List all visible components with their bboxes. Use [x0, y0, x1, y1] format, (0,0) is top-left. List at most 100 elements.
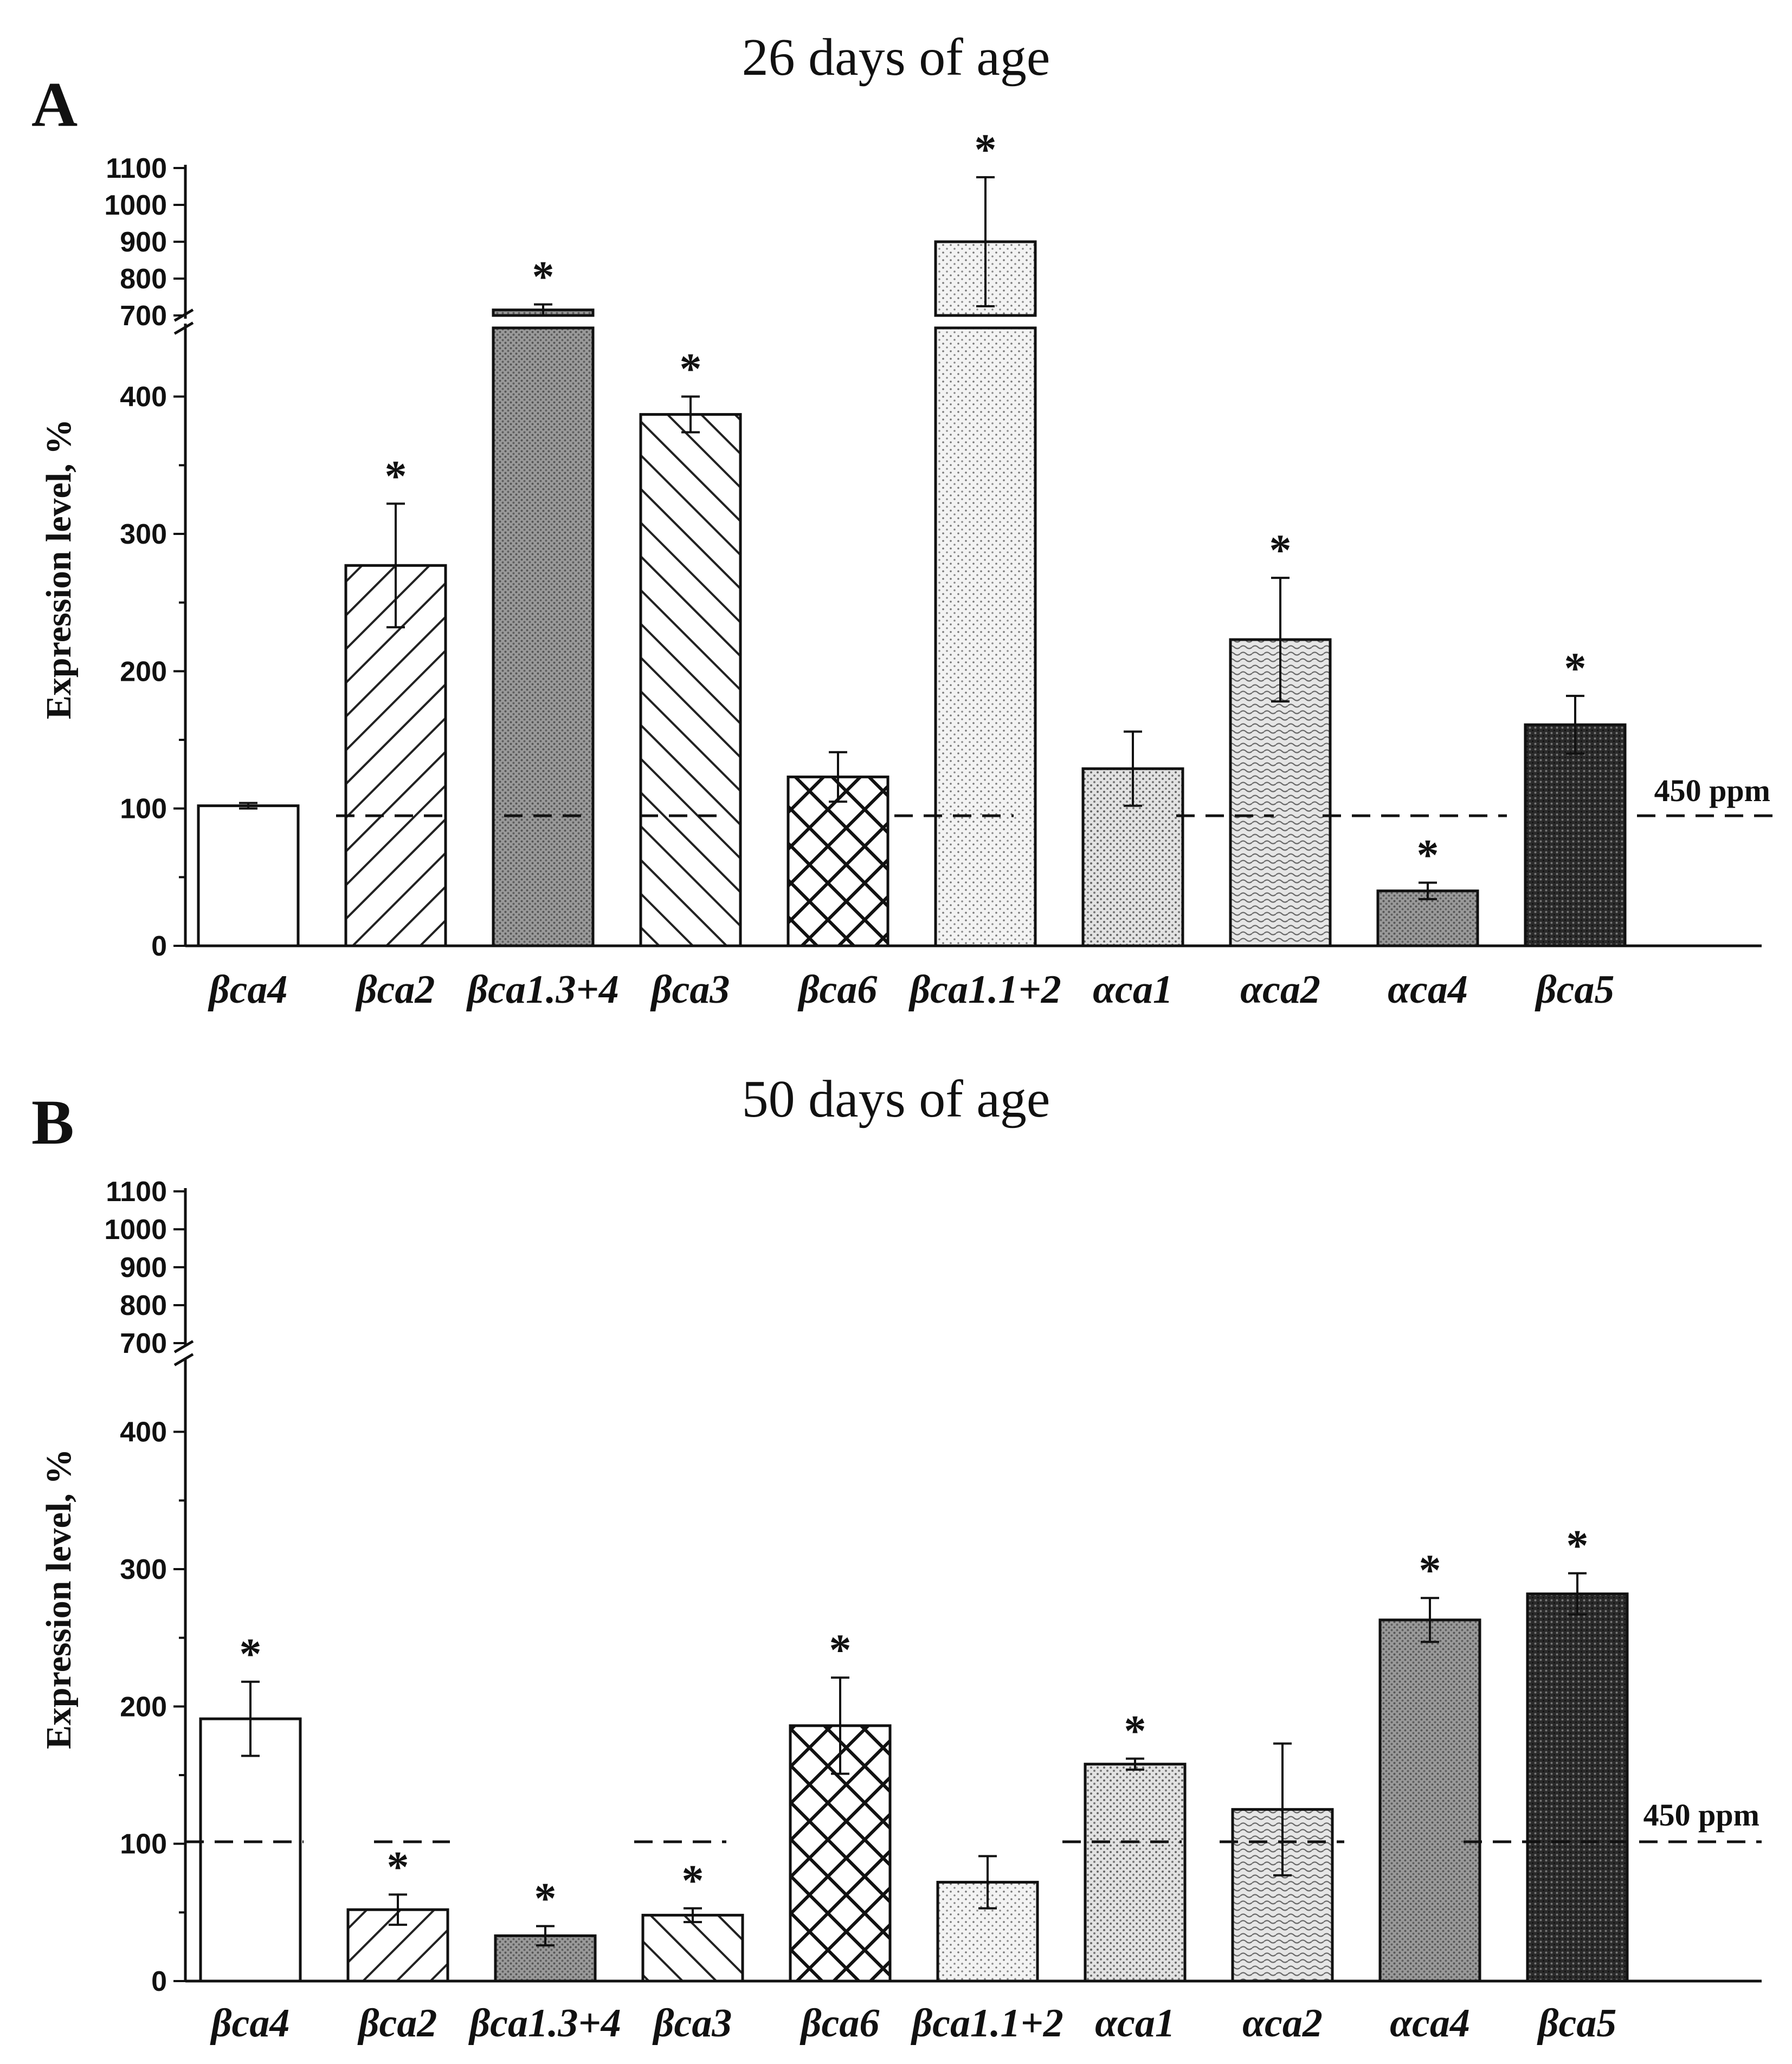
bar-group-bca5: * — [1526, 1521, 1629, 1983]
y-tick-label: 200 — [120, 1691, 167, 1723]
y-tick-label: 1000 — [104, 190, 167, 221]
x-category-label: βca6 — [797, 967, 878, 1012]
bar-group-aca2: * — [1229, 525, 1332, 947]
axes — [173, 165, 1783, 947]
y-axis-label: Expression level, % — [39, 1449, 79, 1749]
x-category-label: αca4 — [1388, 967, 1468, 1012]
bar-group-bca1-1-2: * — [934, 125, 1037, 947]
y-tick-label: 900 — [120, 1252, 167, 1283]
reference-line-label: 450 ppm — [1643, 1797, 1759, 1833]
bar-group-aca2 — [1231, 1742, 1334, 1983]
axis-break-mark — [173, 1353, 194, 1366]
axis-break-mark — [173, 1340, 194, 1353]
y-tick-label: 0 — [151, 1966, 167, 1997]
axis-break-mark — [173, 321, 194, 335]
significance-marker: * — [240, 1629, 262, 1679]
y-tick-label: 100 — [120, 1829, 167, 1860]
significance-marker: * — [1124, 1706, 1146, 1756]
x-category-label: βca4 — [208, 967, 288, 1012]
bar-group-bca4 — [197, 802, 300, 947]
y-tick-label: 300 — [120, 519, 167, 550]
x-category-label: βca3 — [652, 2001, 732, 2046]
x-category-label: βca1.1+2 — [910, 2001, 1063, 2046]
bar-bca5 — [1524, 723, 1627, 947]
panel-b: B 50 days of age Expression level, % 450… — [31, 1070, 1762, 2046]
y-tick-label: 400 — [120, 1417, 167, 1448]
x-category-label: βca2 — [357, 2001, 437, 2046]
axis-break-mark — [173, 308, 194, 322]
bar-bca4 — [199, 1717, 302, 1983]
y-tick-label: 200 — [120, 656, 167, 687]
bar-group-bca1-3-4: * — [494, 1874, 597, 1983]
panel-label: A — [31, 69, 78, 140]
x-category-label: βca1.1+2 — [908, 967, 1061, 1012]
y-tick-label: 300 — [120, 1554, 167, 1585]
bar-group-bca2: * — [346, 1842, 449, 1983]
x-category-label: βca1.3+4 — [468, 2001, 621, 2046]
reference-line-label: 450 ppm — [1654, 773, 1770, 808]
significance-marker: * — [534, 1874, 557, 1923]
bars: * * * * * * * — [197, 125, 1627, 947]
x-category-label: αca1 — [1095, 2001, 1175, 2046]
bar-group-bca4: * — [199, 1629, 302, 1983]
y-tick-label: 800 — [120, 263, 167, 295]
significance-marker: * — [1417, 830, 1439, 879]
bar-group-aca4: * — [1376, 830, 1479, 947]
significance-marker: * — [1567, 1521, 1589, 1570]
significance-marker: * — [532, 252, 555, 301]
panel-a: A 26 days of age Expression level, % 450… — [31, 28, 1783, 1012]
x-axis-categories: βca4 βca2 βca1.3+4 βca3 βca6 βca1.1+2 αca1 αca2… — [208, 967, 1615, 1012]
y-axis-label: Expression level, % — [39, 419, 79, 719]
x-category-label: βca1.3+4 — [466, 967, 618, 1012]
y-tick-label: 1000 — [104, 1214, 167, 1246]
bar-bca3 — [639, 413, 742, 947]
bar-group-aca4: * — [1378, 1545, 1481, 1983]
y-tick-label: 900 — [120, 227, 167, 258]
bar-group-bca6 — [787, 751, 889, 947]
bar-group-bca6: * — [789, 1625, 892, 1983]
bars: * * * * * * * * — [199, 1521, 1629, 1983]
bar-bca6 — [787, 775, 889, 947]
bar-bca5 — [1526, 1592, 1629, 1983]
bar-bca4 — [197, 804, 300, 947]
x-category-label: αca2 — [1240, 967, 1320, 1012]
bar-aca2 — [1229, 638, 1332, 947]
significance-marker: * — [829, 1625, 852, 1674]
y-tick-label: 1100 — [106, 1176, 167, 1208]
y-tick-label: 0 — [151, 931, 167, 962]
x-category-label: βca6 — [800, 2001, 880, 2046]
x-axis-categories: βca4 βca2 βca1.3+4 βca3 βca6 βca1.1+2 αca1 αca2… — [210, 2001, 1617, 2046]
bar-bca1-3-4-lower — [492, 326, 595, 947]
axes — [173, 1188, 1762, 1983]
y-axis-upper-ticks: 700 800 900 1000 1100 — [104, 153, 185, 332]
significance-marker: * — [1419, 1545, 1441, 1595]
y-tick-label: 100 — [120, 794, 167, 825]
bar-group-aca1 — [1081, 730, 1184, 947]
bar-group-bca1-1-2 — [936, 1855, 1039, 1983]
bar-group-bca3: * — [639, 344, 742, 947]
bar-aca1 — [1084, 1763, 1187, 1983]
bar-bca2 — [344, 564, 447, 947]
bar-aca4 — [1378, 1618, 1481, 1983]
x-category-label: βca5 — [1535, 967, 1615, 1012]
x-category-label: βca3 — [650, 967, 730, 1012]
significance-marker: * — [682, 1856, 704, 1905]
significance-marker: * — [387, 1842, 409, 1891]
x-category-label: βca2 — [355, 967, 435, 1012]
significance-marker: * — [975, 125, 997, 174]
x-category-label: βca4 — [210, 2001, 290, 2046]
x-category-label: αca2 — [1242, 2001, 1323, 2046]
bar-group-bca2: * — [344, 451, 447, 947]
bar-bca1-1-2-lower — [934, 326, 1037, 947]
x-category-label: βca5 — [1537, 2001, 1617, 2046]
x-category-label: αca1 — [1093, 967, 1173, 1012]
bar-group-bca1-3-4: * — [492, 252, 595, 947]
bar-bca3 — [641, 1913, 744, 1983]
y-tick-label: 700 — [120, 1328, 167, 1359]
panel-label: B — [31, 1087, 74, 1158]
y-axis-lower-ticks: 0 100 200 300 400 — [120, 1417, 185, 1997]
y-axis-upper-ticks: 700 800 900 1000 1100 — [104, 1176, 185, 1359]
bar-group-bca5: * — [1524, 643, 1627, 947]
y-tick-label: 1100 — [106, 153, 167, 184]
